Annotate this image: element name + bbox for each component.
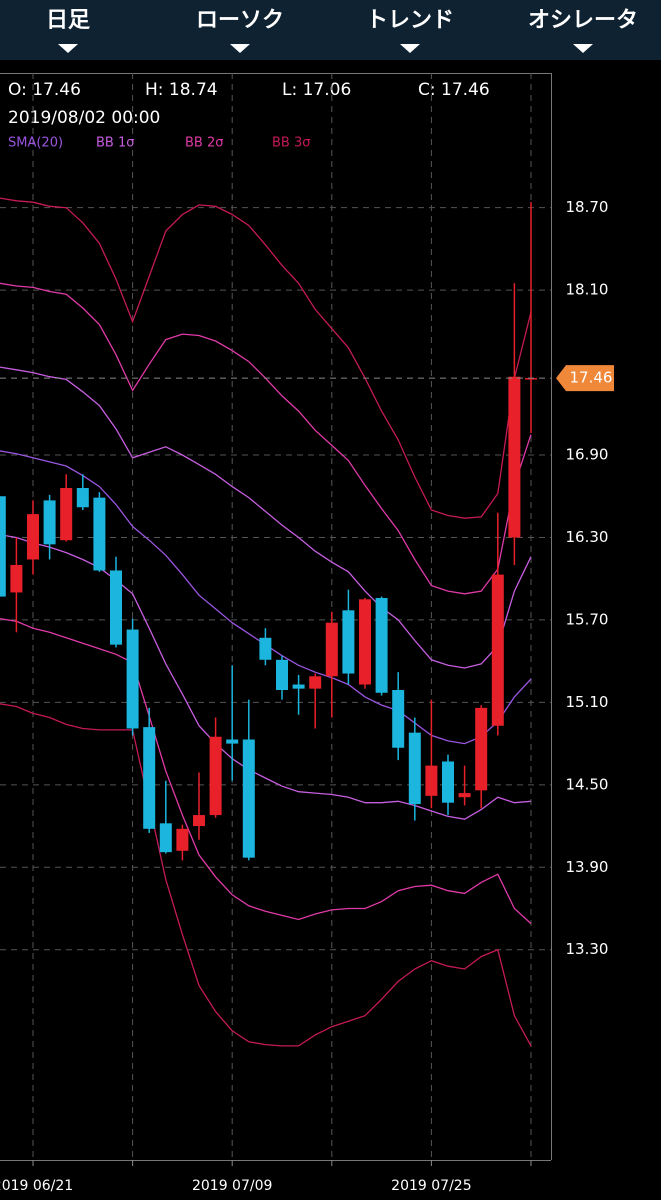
candle-body [525,378,537,380]
indicator-line [0,366,532,669]
low-info: L: 17.06 [282,80,351,100]
y-tick-label: 16.90 [566,446,609,464]
candle-body [491,574,504,726]
menu-label[interactable]: ローソク [196,8,284,33]
candle-body [93,497,106,571]
candle-body [176,828,189,851]
x-tick-label: 2019 07/25 [391,1178,471,1194]
candle-body [209,736,222,816]
candle-body [193,815,205,827]
menu-label[interactable]: オシレータ [528,8,638,33]
candle-body [309,676,322,689]
indicator-line [0,703,532,1047]
legend-entry: BB 2σ [185,136,223,151]
candle-body [458,793,471,798]
candle-body [475,707,488,791]
menu-bar [0,0,661,60]
candle-body [342,610,355,674]
candle-body [242,739,255,858]
grid [0,73,551,1160]
candle-body [392,690,405,748]
menu-arrow[interactable] [400,44,420,53]
high-info: H: 18.74 [145,80,218,100]
candle-body [60,488,73,541]
candle-body [325,622,338,677]
candle-body [10,564,23,593]
y-tick-label: 18.10 [566,281,609,299]
candle-body [425,765,438,796]
y-tick-label: 13.90 [566,858,609,876]
legend-entry: BB 1σ [96,136,134,151]
candle-body [27,514,39,560]
datetime-info: 2019/08/02 00:00 [8,108,160,128]
legend-entry: SMA(20) [8,136,63,151]
y-tick-label: 16.30 [566,528,609,546]
x-tick-label: 2019 06/21 [0,1178,73,1194]
candle-body [76,488,89,508]
y-tick-label: 15.10 [566,693,609,711]
candle-body [359,599,371,685]
open-info: O: 17.46 [8,80,81,100]
menu-label[interactable]: トレンド [366,8,454,33]
legend-entry: BB 3σ [272,136,310,151]
menu-label[interactable]: 日足 [46,8,90,33]
candle-body [276,659,288,691]
menu-arrow[interactable] [230,44,250,53]
last-price-marker [556,365,614,392]
close-info: C: 17.46 [418,80,490,100]
candle-body [442,761,454,803]
candle-body [0,496,6,597]
candle-body [143,727,156,829]
candle-body [226,739,239,744]
candle-body [259,637,272,660]
candle-body [508,376,521,538]
indicator-line [0,617,532,925]
y-tick-label: 15.70 [566,610,609,628]
indicator-line [0,534,532,820]
y-tick-label: 14.50 [566,775,609,793]
candle-body [110,570,122,645]
candle-body [43,500,56,545]
y-tick-label: 13.30 [566,940,609,958]
foreground: 18.70 18.10 16.90 16.30 15.70 15.10 14.50 13.90… [0,136,614,1194]
candle-body [375,597,388,693]
menu-arrow[interactable] [58,44,78,53]
candle-body [126,629,139,729]
menu-arrow[interactable] [573,44,593,53]
y-tick-label: 18.70 [566,198,609,216]
candle-body [408,732,421,805]
x-tick-label: 2019 07/09 [192,1178,272,1194]
candle-body [292,684,305,689]
indicator-line [0,197,532,519]
candle-body [159,823,172,853]
last-price-label: 17.46 [570,369,613,387]
